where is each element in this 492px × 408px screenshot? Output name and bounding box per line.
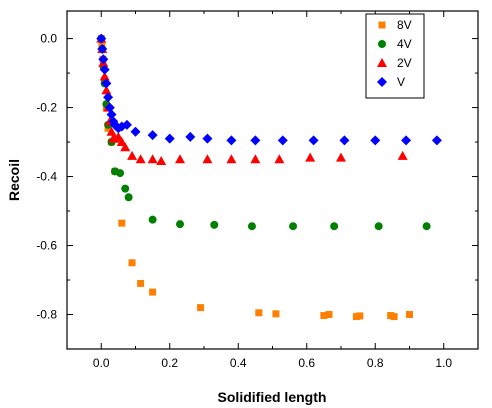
point-V bbox=[277, 135, 288, 146]
point-2V bbox=[397, 150, 408, 160]
point-8V bbox=[406, 311, 413, 319]
point-V bbox=[99, 64, 110, 75]
x-axis-ticks: 0.0 0.2 0.4 0.6 0.8 1.0 bbox=[66, 11, 479, 370]
point-V bbox=[164, 133, 175, 144]
legend-label-4V: 4V bbox=[397, 37, 412, 51]
x-tick-label: 0.8 bbox=[367, 356, 384, 370]
point-8V bbox=[356, 312, 364, 320]
point-8V bbox=[118, 219, 126, 227]
point-8V bbox=[320, 312, 328, 320]
point-4V bbox=[148, 215, 157, 224]
y-tick-label: 0.0 bbox=[40, 32, 57, 46]
point-4V bbox=[374, 222, 383, 231]
point-V bbox=[401, 135, 412, 146]
point-V bbox=[98, 54, 109, 65]
point-4V bbox=[330, 222, 339, 231]
point-2V bbox=[127, 150, 138, 160]
point-4V bbox=[289, 222, 298, 231]
point-2V bbox=[113, 131, 124, 141]
point-4V bbox=[422, 222, 431, 231]
point-8V bbox=[390, 313, 398, 321]
y-tick-label: -0.6 bbox=[36, 239, 57, 253]
point-2V bbox=[135, 154, 146, 164]
point-2V bbox=[175, 154, 186, 164]
point-2V bbox=[116, 137, 127, 147]
y-tick-label: -0.4 bbox=[36, 170, 57, 184]
point-2V bbox=[120, 142, 131, 152]
point-8V bbox=[137, 279, 145, 287]
point-2V bbox=[226, 154, 237, 164]
y-axis-ticks: 0.0 -0.2 -0.4 -0.6 -0.8 bbox=[36, 32, 478, 350]
point-2V bbox=[250, 154, 261, 164]
x-tick-label: 0.6 bbox=[298, 356, 315, 370]
point-V bbox=[370, 135, 381, 146]
legend-label-V: V bbox=[397, 75, 405, 89]
point-V bbox=[339, 135, 350, 146]
point-2V bbox=[202, 154, 213, 164]
point-V bbox=[97, 43, 108, 54]
point-4V bbox=[247, 222, 256, 231]
legend-marker-8V bbox=[378, 21, 386, 29]
legend-label-8V: 8V bbox=[397, 18, 412, 32]
x-tick-label: 0.4 bbox=[230, 356, 247, 370]
point-V bbox=[130, 126, 141, 137]
point-8V bbox=[149, 288, 157, 296]
point-V bbox=[103, 92, 114, 103]
legend-marker-V bbox=[377, 77, 387, 87]
x-tick-label: 0.0 bbox=[93, 356, 110, 370]
point-2V bbox=[305, 152, 316, 162]
x-tick-label: 0.2 bbox=[161, 356, 178, 370]
point-V bbox=[96, 33, 107, 44]
y-tick-label: -0.2 bbox=[36, 101, 57, 115]
y-tick-label: -0.8 bbox=[36, 308, 57, 322]
y-axis-title: Recoil bbox=[6, 159, 22, 201]
point-V bbox=[226, 135, 237, 146]
series-V-points bbox=[96, 33, 442, 146]
point-V bbox=[101, 78, 112, 89]
x-axis-title: Solidified length bbox=[218, 389, 327, 405]
point-2V bbox=[156, 156, 167, 166]
legend-marker-2V bbox=[377, 58, 387, 67]
point-8V bbox=[325, 311, 333, 319]
x-tick-label: 1.0 bbox=[435, 356, 452, 370]
point-2V bbox=[274, 154, 285, 164]
data-points bbox=[96, 33, 442, 321]
point-2V bbox=[147, 154, 158, 164]
point-8V bbox=[197, 304, 205, 312]
point-8V bbox=[272, 310, 280, 318]
point-V bbox=[308, 135, 319, 146]
point-V bbox=[121, 119, 132, 130]
point-V bbox=[202, 133, 213, 144]
legend-marker-4V bbox=[378, 40, 386, 48]
point-8V bbox=[128, 259, 136, 267]
point-4V bbox=[116, 169, 125, 178]
point-2V bbox=[101, 85, 112, 95]
legend-box bbox=[365, 13, 425, 99]
point-V bbox=[431, 135, 442, 146]
point-4V bbox=[210, 220, 219, 229]
legend: 8V 4V 2V V bbox=[365, 13, 425, 99]
point-V bbox=[250, 135, 261, 146]
point-V bbox=[147, 130, 158, 141]
point-V bbox=[106, 109, 117, 120]
point-2V bbox=[336, 152, 346, 162]
point-2V bbox=[99, 71, 110, 81]
legend-label-2V: 2V bbox=[397, 56, 412, 70]
point-4V bbox=[176, 220, 185, 229]
point-4V bbox=[121, 184, 130, 193]
point-2V bbox=[106, 126, 117, 136]
point-V bbox=[104, 102, 115, 113]
point-4V bbox=[124, 193, 133, 202]
point-V bbox=[185, 131, 196, 142]
point-8V bbox=[255, 309, 263, 317]
